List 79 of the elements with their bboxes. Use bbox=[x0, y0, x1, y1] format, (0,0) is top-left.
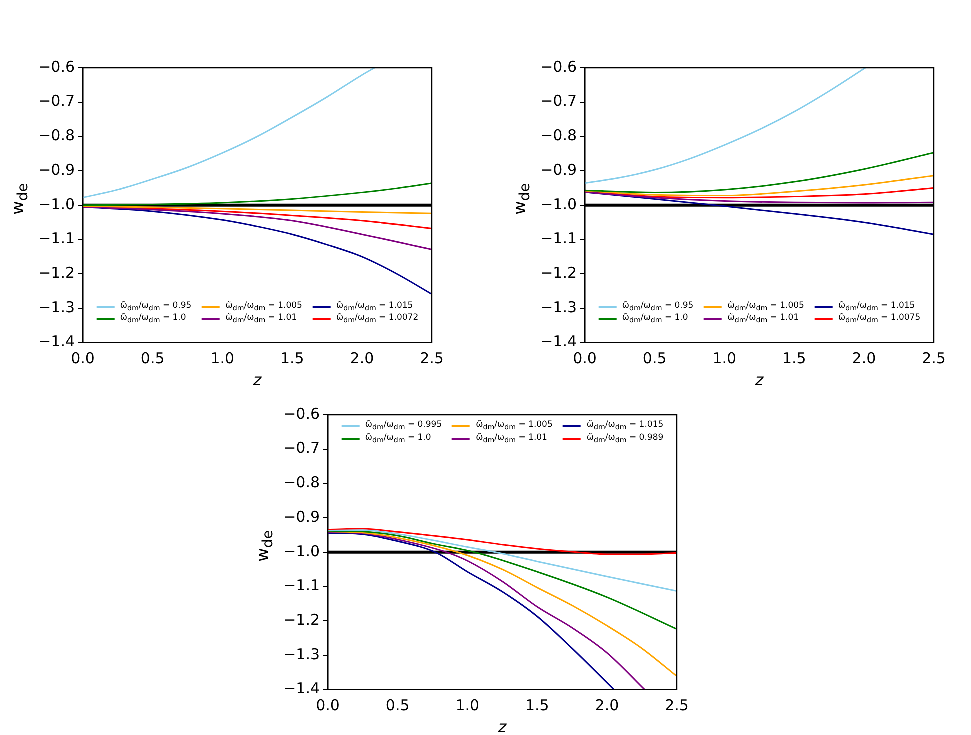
y-tick-label: −0.9 bbox=[540, 160, 578, 179]
x-tick-label: 0.5 bbox=[140, 350, 165, 368]
x-tick-label: 2.5 bbox=[922, 350, 946, 368]
legend-label: ω̃$_{dm}$/ω$_{dm}$ = 1.015 bbox=[586, 420, 664, 432]
x-axis-title: z bbox=[497, 718, 508, 735]
y-tick-label: −0.8 bbox=[284, 474, 320, 492]
y-tick-label: −1.0 bbox=[284, 542, 320, 560]
y-tick-label: −0.6 bbox=[284, 404, 320, 423]
y-tick-label: −1.0 bbox=[38, 195, 76, 214]
y-tick-label: −1.3 bbox=[284, 645, 320, 664]
legend-label: ω̃$_{dm}$/ω$_{dm}$ = 1.015 bbox=[838, 300, 916, 312]
legend-label: ω̃$_{dm}$/ω$_{dm}$ = 1.005 bbox=[476, 420, 553, 432]
x-tick-label: 1.5 bbox=[280, 350, 304, 368]
y-tick-label: −0.7 bbox=[540, 92, 578, 110]
x-axis-title: z bbox=[252, 370, 262, 390]
line-series bbox=[585, 152, 934, 194]
line-series bbox=[585, 175, 934, 197]
x-tick-label: 2.5 bbox=[665, 696, 689, 715]
y-tick-label: −1.1 bbox=[38, 230, 76, 248]
legend-label: ω̃$_{dm}$/ω$_{dm}$ = 1.01 bbox=[728, 313, 800, 326]
x-tick-label: 0.5 bbox=[386, 696, 410, 715]
y-tick-label: −0.9 bbox=[284, 508, 320, 526]
y-tick-label: −1.2 bbox=[540, 264, 578, 282]
legend-label: ω̃$_{dm}$/ω$_{dm}$ = 1.015 bbox=[336, 300, 414, 312]
y-tick-label: −1.4 bbox=[38, 332, 76, 351]
x-axis-title: z bbox=[754, 370, 764, 390]
line-series bbox=[328, 530, 677, 630]
x-tick-label: 0.0 bbox=[71, 350, 95, 368]
legend-label: ω̃$_{dm}$/ω$_{dm}$ = 1.0 bbox=[120, 313, 186, 326]
x-tick-label: 2.0 bbox=[350, 350, 374, 368]
legend-label: ω̃$_{dm}$/ω$_{dm}$ = 0.95 bbox=[622, 300, 694, 312]
x-tick-label: 2.0 bbox=[595, 696, 620, 715]
y-tick-label: −1.1 bbox=[284, 576, 320, 595]
legend-label: ω̃$_{dm}$/ω$_{dm}$ = 0.995 bbox=[365, 420, 442, 432]
legend-label: ω̃$_{dm}$/ω$_{dm}$ = 0.95 bbox=[120, 300, 192, 312]
y-tick-label: −1.2 bbox=[38, 264, 76, 282]
y-tick-label: −0.9 bbox=[38, 160, 76, 179]
x-tick-label: 1.0 bbox=[456, 696, 480, 715]
y-tick-label: −0.8 bbox=[540, 126, 578, 145]
x-tick-label: 2.5 bbox=[420, 350, 444, 368]
line-series bbox=[328, 528, 677, 556]
y-tick-label: −1.3 bbox=[540, 298, 578, 316]
x-tick-label: 0.5 bbox=[642, 350, 667, 368]
y-tick-label: −1.4 bbox=[540, 332, 578, 351]
y-tick-label: −0.7 bbox=[38, 92, 76, 110]
x-tick-label: 0.0 bbox=[316, 696, 340, 715]
line-series bbox=[83, 206, 432, 214]
y-tick-label: −1.4 bbox=[284, 680, 320, 698]
line-series bbox=[585, 192, 934, 236]
x-tick-label: 1.0 bbox=[712, 350, 737, 368]
legend-label: ω̃$_{dm}$/ω$_{dm}$ = 1.0 bbox=[365, 432, 432, 444]
legend-label: ω̃$_{dm}$/ω$_{dm}$ = 0.989 bbox=[586, 432, 664, 444]
legend-label: ω̃$_{dm}$/ω$_{dm}$ = 1.0075 bbox=[838, 313, 921, 326]
line-series bbox=[83, 182, 432, 206]
line-series bbox=[585, 192, 934, 204]
x-tick-label: 1.0 bbox=[210, 350, 235, 368]
legend-label: ω̃$_{dm}$/ω$_{dm}$ = 1.01 bbox=[226, 313, 298, 326]
line-series bbox=[83, 68, 376, 199]
y-tick-label: −0.7 bbox=[284, 439, 320, 458]
x-tick-label: 2.0 bbox=[852, 350, 876, 368]
legend-label: ω̃$_{dm}$/ω$_{dm}$ = 1.005 bbox=[226, 300, 302, 312]
y-tick-label: −0.6 bbox=[38, 58, 76, 76]
legend-label: ω̃$_{dm}$/ω$_{dm}$ = 1.01 bbox=[476, 432, 548, 444]
line-series bbox=[328, 531, 677, 678]
x-tick-label: 0.0 bbox=[573, 350, 597, 368]
y-tick-label: −1.1 bbox=[540, 230, 578, 248]
line-series bbox=[585, 68, 866, 184]
y-tick-label: −0.8 bbox=[38, 126, 76, 145]
legend-label: ω̃$_{dm}$/ω$_{dm}$ = 1.0 bbox=[622, 313, 688, 326]
y-tick-label: −1.2 bbox=[284, 610, 320, 629]
x-tick-label: 1.5 bbox=[525, 696, 550, 715]
line-series bbox=[83, 206, 432, 250]
y-tick-label: −0.6 bbox=[540, 58, 578, 76]
y-tick-label: −1.0 bbox=[540, 195, 578, 214]
y-tick-label: −1.3 bbox=[38, 298, 76, 316]
x-tick-label: 1.5 bbox=[782, 350, 806, 368]
line-series bbox=[328, 530, 677, 592]
legend-label: ω̃$_{dm}$/ω$_{dm}$ = 1.0072 bbox=[336, 313, 419, 326]
legend-label: ω̃$_{dm}$/ω$_{dm}$ = 1.005 bbox=[728, 300, 804, 312]
